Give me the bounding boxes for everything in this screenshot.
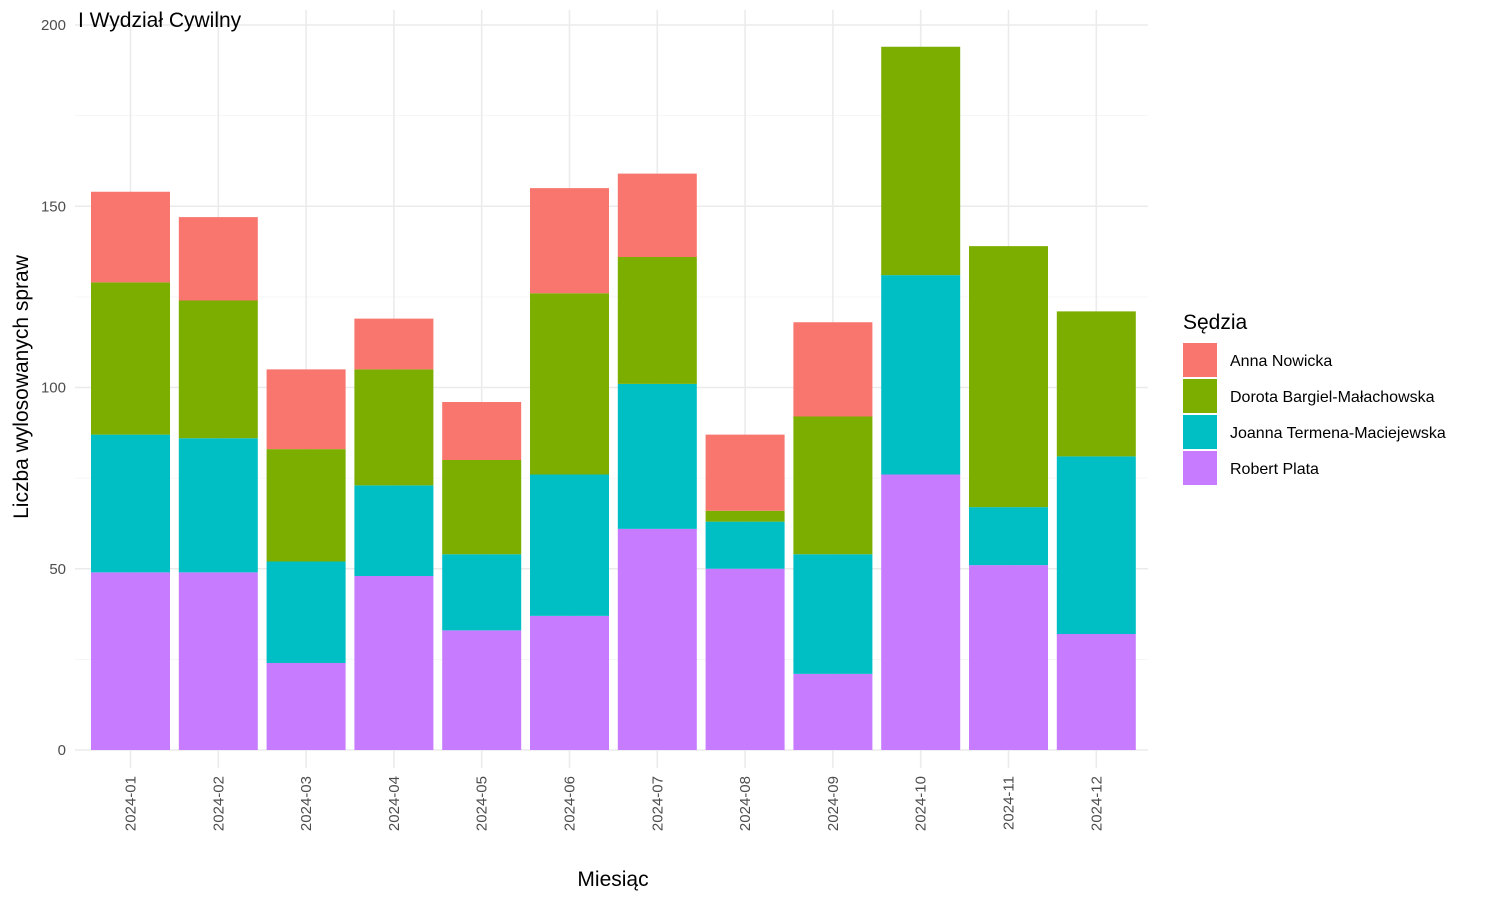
bar-segment xyxy=(354,576,434,750)
bar-segment xyxy=(881,275,961,475)
chart-title: I Wydział Cywilny xyxy=(78,9,242,32)
y-tick-label: 150 xyxy=(41,198,66,215)
bar-segment xyxy=(91,191,170,283)
bar-segment xyxy=(354,485,434,576)
bar-segment xyxy=(793,416,873,555)
x-axis-title: Miesiąc xyxy=(577,868,648,891)
bar-segment xyxy=(354,369,434,486)
bar-segment xyxy=(442,402,522,460)
bar-segment xyxy=(1056,634,1136,750)
bar-segment xyxy=(266,663,346,750)
bar-segment xyxy=(881,46,961,276)
bar-segment xyxy=(617,383,697,529)
x-tick-label: 2024-05 xyxy=(474,776,491,831)
x-tick-label: 2024-10 xyxy=(913,776,930,831)
bar-segment xyxy=(178,300,258,439)
bar-segment xyxy=(705,521,785,569)
y-tick-label: 200 xyxy=(41,17,66,34)
bar-segment xyxy=(91,282,170,435)
x-tick-label: 2024-02 xyxy=(210,776,227,831)
x-axis-ticks: 2024-01 2024-02 2024-03 2024-04 2024-05 2024-… xyxy=(123,776,1106,831)
bar-segment xyxy=(178,217,258,301)
bar-segment xyxy=(1056,311,1136,457)
bar-segment xyxy=(617,173,697,257)
legend-label: Anna Nowicka xyxy=(1230,353,1332,370)
bar-segment xyxy=(442,630,522,750)
bar-segment xyxy=(530,615,609,750)
x-tick-label: 2024-07 xyxy=(649,776,666,831)
bar-segment xyxy=(178,572,258,750)
bars xyxy=(91,46,1136,750)
y-axis-ticks: 0 50 100 150 200 xyxy=(41,17,66,759)
bar-segment xyxy=(969,565,1048,750)
bar-segment xyxy=(354,318,434,370)
bar-segment xyxy=(793,322,873,417)
legend-swatch xyxy=(1183,343,1217,377)
bar-segment xyxy=(266,449,346,562)
bar-segment xyxy=(969,507,1048,566)
legend-swatch xyxy=(1183,379,1217,413)
bar-segment xyxy=(969,246,1048,508)
bar-segment xyxy=(793,554,873,674)
bar-segment xyxy=(705,568,785,750)
x-tick-label: 2024-11 xyxy=(1001,776,1018,830)
y-tick-label: 50 xyxy=(49,561,66,578)
bar-segment xyxy=(530,293,609,475)
x-tick-label: 2024-09 xyxy=(825,776,842,831)
x-tick-label: 2024-12 xyxy=(1088,776,1105,831)
bar-segment xyxy=(442,460,522,555)
legend-title: Sędzia xyxy=(1183,311,1248,334)
bar-segment xyxy=(617,257,697,384)
legend-swatch xyxy=(1183,415,1217,449)
bar-segment xyxy=(705,510,785,522)
y-tick-label: 0 xyxy=(58,742,66,759)
x-tick-label: 2024-06 xyxy=(562,776,579,831)
x-tick-label: 2024-08 xyxy=(737,776,754,831)
bar-segment xyxy=(266,561,346,663)
bar-segment xyxy=(530,474,609,616)
bar-segment xyxy=(881,474,961,750)
bar-segment xyxy=(91,434,170,573)
y-tick-label: 100 xyxy=(41,380,66,397)
bar-segment xyxy=(617,528,697,750)
legend-label: Joanna Termena-Maciejewska xyxy=(1230,425,1446,442)
x-tick-label: 2024-01 xyxy=(123,776,140,831)
y-axis-title: Liczba wylosowanych spraw xyxy=(10,254,33,519)
x-tick-label: 2024-03 xyxy=(298,776,315,831)
legend-swatch xyxy=(1183,451,1217,485)
bar-segment xyxy=(705,434,785,511)
bar-segment xyxy=(178,438,258,573)
legend-label: Dorota Bargiel-Małachowska xyxy=(1230,389,1435,406)
bar-segment xyxy=(442,554,522,631)
legend-label: Robert Plata xyxy=(1230,461,1319,478)
x-tick-label: 2024-04 xyxy=(386,776,403,831)
bar-segment xyxy=(1056,456,1136,634)
bar-segment xyxy=(266,369,346,450)
legend: Sędzia Anna Nowicka Dorota Bargiel-Małach… xyxy=(1183,311,1446,485)
bar-segment xyxy=(530,188,609,294)
bar-segment xyxy=(91,572,170,750)
bar-segment xyxy=(793,673,873,750)
